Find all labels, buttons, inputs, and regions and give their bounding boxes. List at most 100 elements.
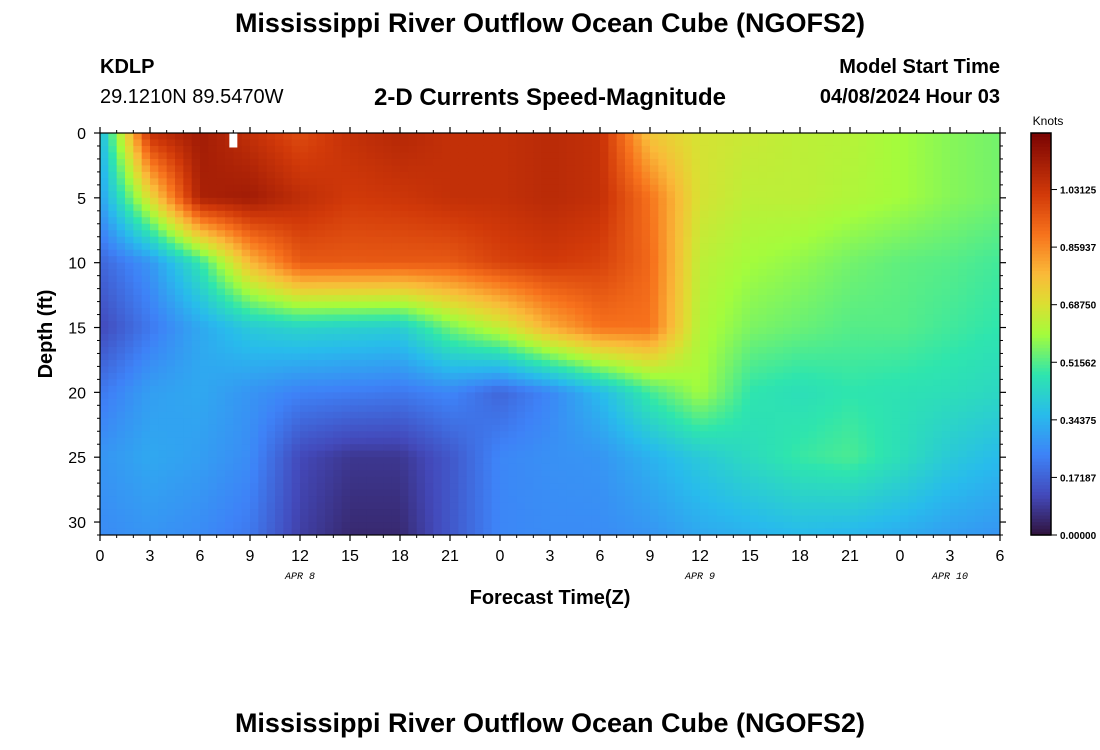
heatmap-cell — [466, 171, 476, 179]
heatmap-cell — [633, 295, 643, 303]
heatmap-cell — [283, 308, 293, 316]
heatmap-cell — [333, 178, 343, 186]
heatmap-cell — [600, 158, 609, 167]
heatmap-cell — [716, 178, 726, 186]
heatmap-cell — [141, 366, 151, 374]
heatmap-cell — [741, 275, 751, 283]
heatmap-cell — [875, 243, 884, 251]
heatmap-cell — [741, 145, 751, 154]
heatmap-cell — [283, 411, 293, 419]
heatmap-cell — [858, 269, 868, 277]
heatmap-cell — [258, 359, 268, 368]
heatmap-cell — [975, 321, 984, 329]
heatmap-cell — [641, 411, 651, 419]
heatmap-cell — [916, 139, 926, 147]
heatmap-cell — [900, 165, 909, 173]
heatmap-cell — [741, 379, 751, 387]
heatmap-cell — [200, 236, 209, 244]
heatmap-cell — [808, 145, 818, 154]
heatmap-cell — [575, 178, 584, 186]
heatmap-cell — [258, 282, 268, 290]
heatmap-cell — [508, 230, 518, 238]
heatmap-cell — [200, 366, 209, 374]
heatmap-cell — [408, 145, 418, 154]
heatmap-cell — [991, 223, 1000, 231]
heatmap-cell — [925, 392, 934, 400]
heatmap-cell — [883, 152, 893, 160]
heatmap-cell — [450, 398, 459, 406]
heatmap-cell — [750, 191, 759, 199]
heatmap-cell — [650, 295, 659, 303]
heatmap-cell — [383, 424, 393, 432]
heatmap-cell — [258, 353, 268, 361]
heatmap-cell — [908, 145, 918, 154]
heatmap-cell — [966, 385, 976, 393]
heatmap-cell — [766, 366, 776, 374]
heatmap-cell — [383, 191, 393, 199]
heatmap-cell — [158, 191, 168, 199]
heatmap-cell — [216, 191, 226, 199]
heatmap-cell — [625, 256, 634, 264]
heatmap-cell — [458, 418, 468, 426]
heatmap-cell — [141, 424, 151, 432]
heatmap-cell — [975, 210, 984, 218]
heatmap-cell — [900, 372, 909, 380]
heatmap-cell — [141, 301, 151, 309]
plot-subtitle: 2-D Currents Speed-Magnitude — [373, 84, 727, 111]
heatmap-cell — [858, 385, 868, 393]
heatmap-cell — [633, 275, 643, 283]
heatmap-cell — [258, 411, 268, 419]
heatmap-cell — [550, 152, 559, 160]
heatmap-cell — [491, 133, 501, 141]
heatmap-cell — [883, 398, 893, 406]
heatmap-cell — [633, 418, 643, 426]
heatmap-cell — [758, 314, 768, 322]
heatmap-cell — [208, 405, 218, 413]
heatmap-cell — [650, 210, 659, 218]
heatmap-cell — [991, 171, 1000, 179]
heatmap-cell — [316, 372, 326, 380]
heatmap-cell — [500, 236, 509, 244]
heatmap-cell — [275, 191, 284, 199]
heatmap-cell — [600, 327, 609, 335]
heatmap-cell — [533, 178, 543, 186]
heatmap-cell — [850, 262, 859, 270]
heatmap-cell — [575, 197, 584, 205]
heatmap-cell — [475, 359, 484, 368]
heatmap-cell — [600, 275, 609, 283]
heatmap-cell — [500, 158, 509, 167]
heatmap-cell — [616, 308, 626, 316]
heatmap-cell — [400, 372, 409, 380]
heatmap-cell — [275, 308, 284, 316]
heatmap-cell — [316, 249, 326, 257]
heatmap-cell — [516, 321, 526, 329]
heatmap-cell — [983, 152, 993, 160]
heatmap-cell — [900, 275, 909, 283]
heatmap-cell — [850, 243, 859, 251]
heatmap-cell — [208, 346, 218, 355]
heatmap-cell — [883, 269, 893, 277]
heatmap-cell — [650, 392, 659, 400]
heatmap-cell — [433, 359, 443, 368]
heatmap-cell — [966, 411, 976, 419]
heatmap-cell — [258, 230, 268, 238]
heatmap-cell — [583, 334, 593, 342]
heatmap-cell — [475, 210, 484, 218]
heatmap-cell — [916, 366, 926, 374]
heatmap-cell — [716, 152, 726, 160]
heatmap-cell — [475, 184, 484, 192]
heatmap-cell — [383, 217, 393, 225]
heatmap-cell — [733, 262, 743, 270]
heatmap-cell — [600, 178, 609, 186]
heatmap-cell — [316, 152, 326, 160]
heatmap-cell — [133, 321, 143, 329]
heatmap-cell — [566, 340, 576, 348]
heatmap-cell — [983, 236, 993, 244]
heatmap-cell — [391, 223, 401, 231]
heatmap-cell — [325, 359, 334, 368]
heatmap-cell — [400, 321, 409, 329]
heatmap-cell — [225, 256, 234, 264]
heatmap-cell — [375, 133, 384, 141]
heatmap-cell — [983, 327, 993, 335]
heatmap-cell — [941, 288, 951, 296]
